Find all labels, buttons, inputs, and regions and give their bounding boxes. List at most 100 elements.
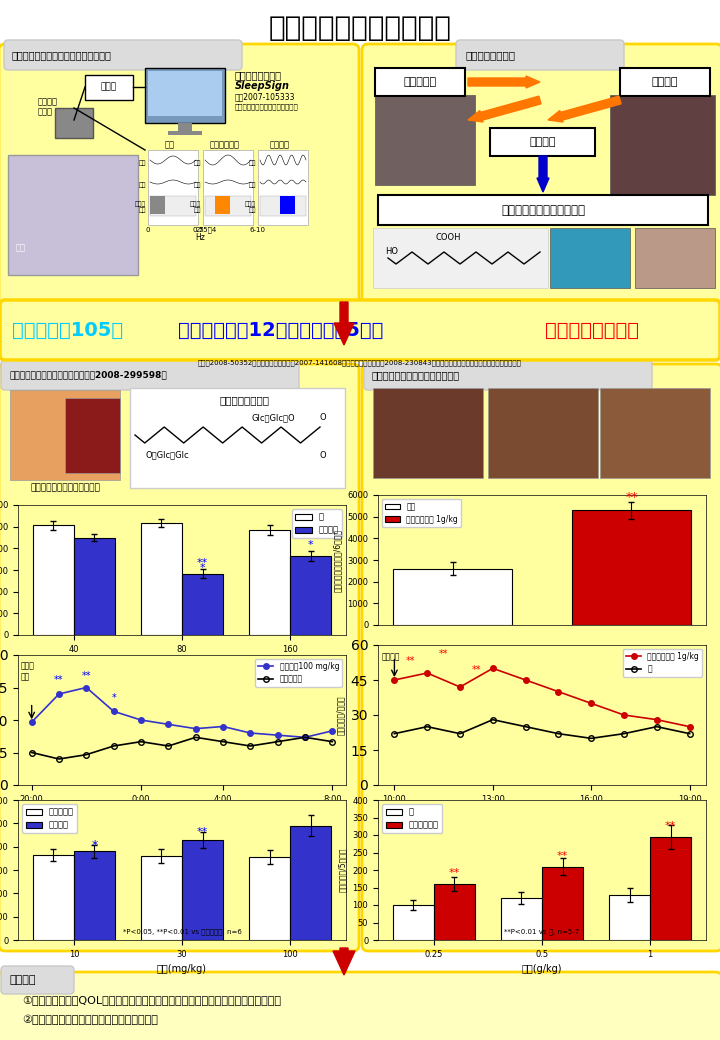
Bar [8, 155, 138, 275]
Bar [148, 71, 222, 116]
Text: **: ** [197, 558, 208, 569]
Text: *: * [307, 541, 313, 550]
Text: 0: 0 [145, 227, 150, 233]
Bar [145, 68, 225, 123]
水 [554, 727, 563, 739]
X-axis label: 時刻: 時刻 [176, 809, 188, 820]
Bar [434, 884, 475, 940]
水 [587, 732, 595, 745]
Text: **: ** [54, 675, 64, 685]
FancyArrow shape [537, 156, 549, 192]
FancyArrow shape [468, 96, 541, 122]
生理食塩水 [82, 749, 91, 761]
Text: **: ** [472, 665, 481, 675]
Text: 脳波測定: 脳波測定 [652, 77, 678, 87]
Text: 睡眠改善機能食品の開発: 睡眠改善機能食品の開発 [269, 14, 451, 42]
Bar [610, 95, 715, 196]
Text: 成分分離: 成分分離 [530, 137, 557, 147]
FancyBboxPatch shape [456, 40, 624, 70]
Text: *: * [112, 693, 116, 702]
Line: カカオエキス 1g/kg: カカオエキス 1g/kg [392, 666, 693, 729]
Bar [542, 866, 583, 940]
Text: Glc－Glc－O: Glc－Glc－O [251, 414, 295, 422]
水 [423, 721, 431, 733]
Text: **: ** [665, 821, 676, 831]
クロシン100 mg/kg [82, 681, 91, 694]
Bar [378, 196, 708, 225]
Bar [182, 574, 223, 635]
FancyArrow shape [334, 302, 354, 345]
Text: 鎮静効果：105種: 鎮静効果：105種 [12, 320, 123, 339]
Text: オンライン型睡眠解析システムの開発: オンライン型睡眠解析システムの開発 [12, 50, 112, 60]
水 [620, 727, 629, 739]
水 [390, 727, 399, 739]
Text: **: ** [557, 851, 568, 861]
Text: 脳波: 脳波 [138, 160, 146, 165]
Line: 水: 水 [392, 717, 693, 742]
カカオエキス 1g/kg [390, 674, 399, 686]
Text: 0.75－4: 0.75－4 [193, 227, 217, 233]
Text: *: * [199, 564, 205, 573]
Text: *: * [91, 839, 98, 852]
Text: O－Glc－Glc: O－Glc－Glc [145, 450, 189, 460]
クロシン100 mg/kg [246, 727, 255, 739]
カカオエキス 1g/kg [456, 681, 464, 694]
Y-axis label: 覚醒量（分/時間）: 覚醒量（分/時間） [336, 695, 345, 735]
Text: 筋電: 筋電 [248, 182, 256, 188]
Text: 睡眠解析システム: 睡眠解析システム [235, 70, 282, 80]
Text: 周波数
解析: 周波数 解析 [245, 201, 256, 213]
Text: スクリーニング法: スクリーニング法 [465, 50, 515, 60]
Bar [10, 390, 120, 480]
クロシン100 mg/kg [164, 718, 173, 730]
生理食塩水 [301, 731, 310, 744]
Line: 生理食塩水: 生理食塩水 [29, 734, 335, 761]
Bar [249, 530, 290, 635]
Text: 増幅器: 増幅器 [101, 82, 117, 92]
Y-axis label: 自発運動行動量（回/6時間）: 自発運動行動量（回/6時間） [333, 528, 341, 592]
Bar [74, 538, 115, 635]
FancyBboxPatch shape [364, 360, 652, 390]
生理食塩水 [328, 735, 337, 748]
Bar [501, 898, 542, 940]
Bar [635, 228, 715, 288]
Text: 筋電: 筋電 [138, 182, 146, 188]
生理食塩水 [246, 739, 255, 752]
生理食塩水 [137, 735, 145, 748]
FancyBboxPatch shape [0, 300, 720, 360]
生理食塩水 [55, 753, 63, 765]
Bar [33, 525, 74, 635]
FancyBboxPatch shape [1, 360, 299, 390]
Text: 睡眠効果：12種（うち成分5種）: 睡眠効果：12種（うち成分5種） [178, 320, 383, 339]
生理食塩水 [27, 747, 36, 759]
FancyBboxPatch shape [4, 40, 242, 70]
X-axis label: 用量(g/kg): 用量(g/kg) [522, 964, 562, 974]
Bar [65, 398, 120, 473]
Text: COOH: COOH [435, 234, 461, 242]
FancyBboxPatch shape [0, 44, 359, 306]
Bar [205, 196, 251, 216]
カカオエキス 1g/kg [587, 697, 595, 709]
Bar [150, 196, 165, 214]
Text: *P<0.05, **P<0.01 vs 生理食塩水, n=6: *P<0.05, **P<0.01 vs 生理食塩水, n=6 [122, 928, 241, 935]
Text: 波及効果: 波及効果 [10, 976, 37, 985]
Y-axis label: 覚醒量（分/5時間）: 覚醒量（分/5時間） [338, 848, 347, 892]
Bar [74, 852, 115, 940]
クロシン100 mg/kg [274, 729, 282, 742]
Bar [280, 196, 295, 214]
Text: 周波数
解析: 周波数 解析 [190, 201, 201, 213]
Bar [203, 150, 253, 225]
Bar [290, 826, 331, 940]
Bar [488, 388, 598, 478]
Bar [609, 894, 650, 940]
クロシン100 mg/kg [55, 687, 63, 700]
Text: 電極: 電極 [16, 243, 26, 253]
FancyArrow shape [333, 948, 355, 976]
Bar [258, 150, 308, 225]
クロシン100 mg/kg [109, 705, 118, 718]
Text: 覚醒: 覚醒 [165, 140, 175, 150]
カカオエキス 1g/kg [554, 685, 563, 698]
生理食塩水 [192, 731, 200, 744]
Bar [373, 228, 548, 288]
水 [685, 727, 694, 739]
FancyArrow shape [468, 76, 540, 88]
